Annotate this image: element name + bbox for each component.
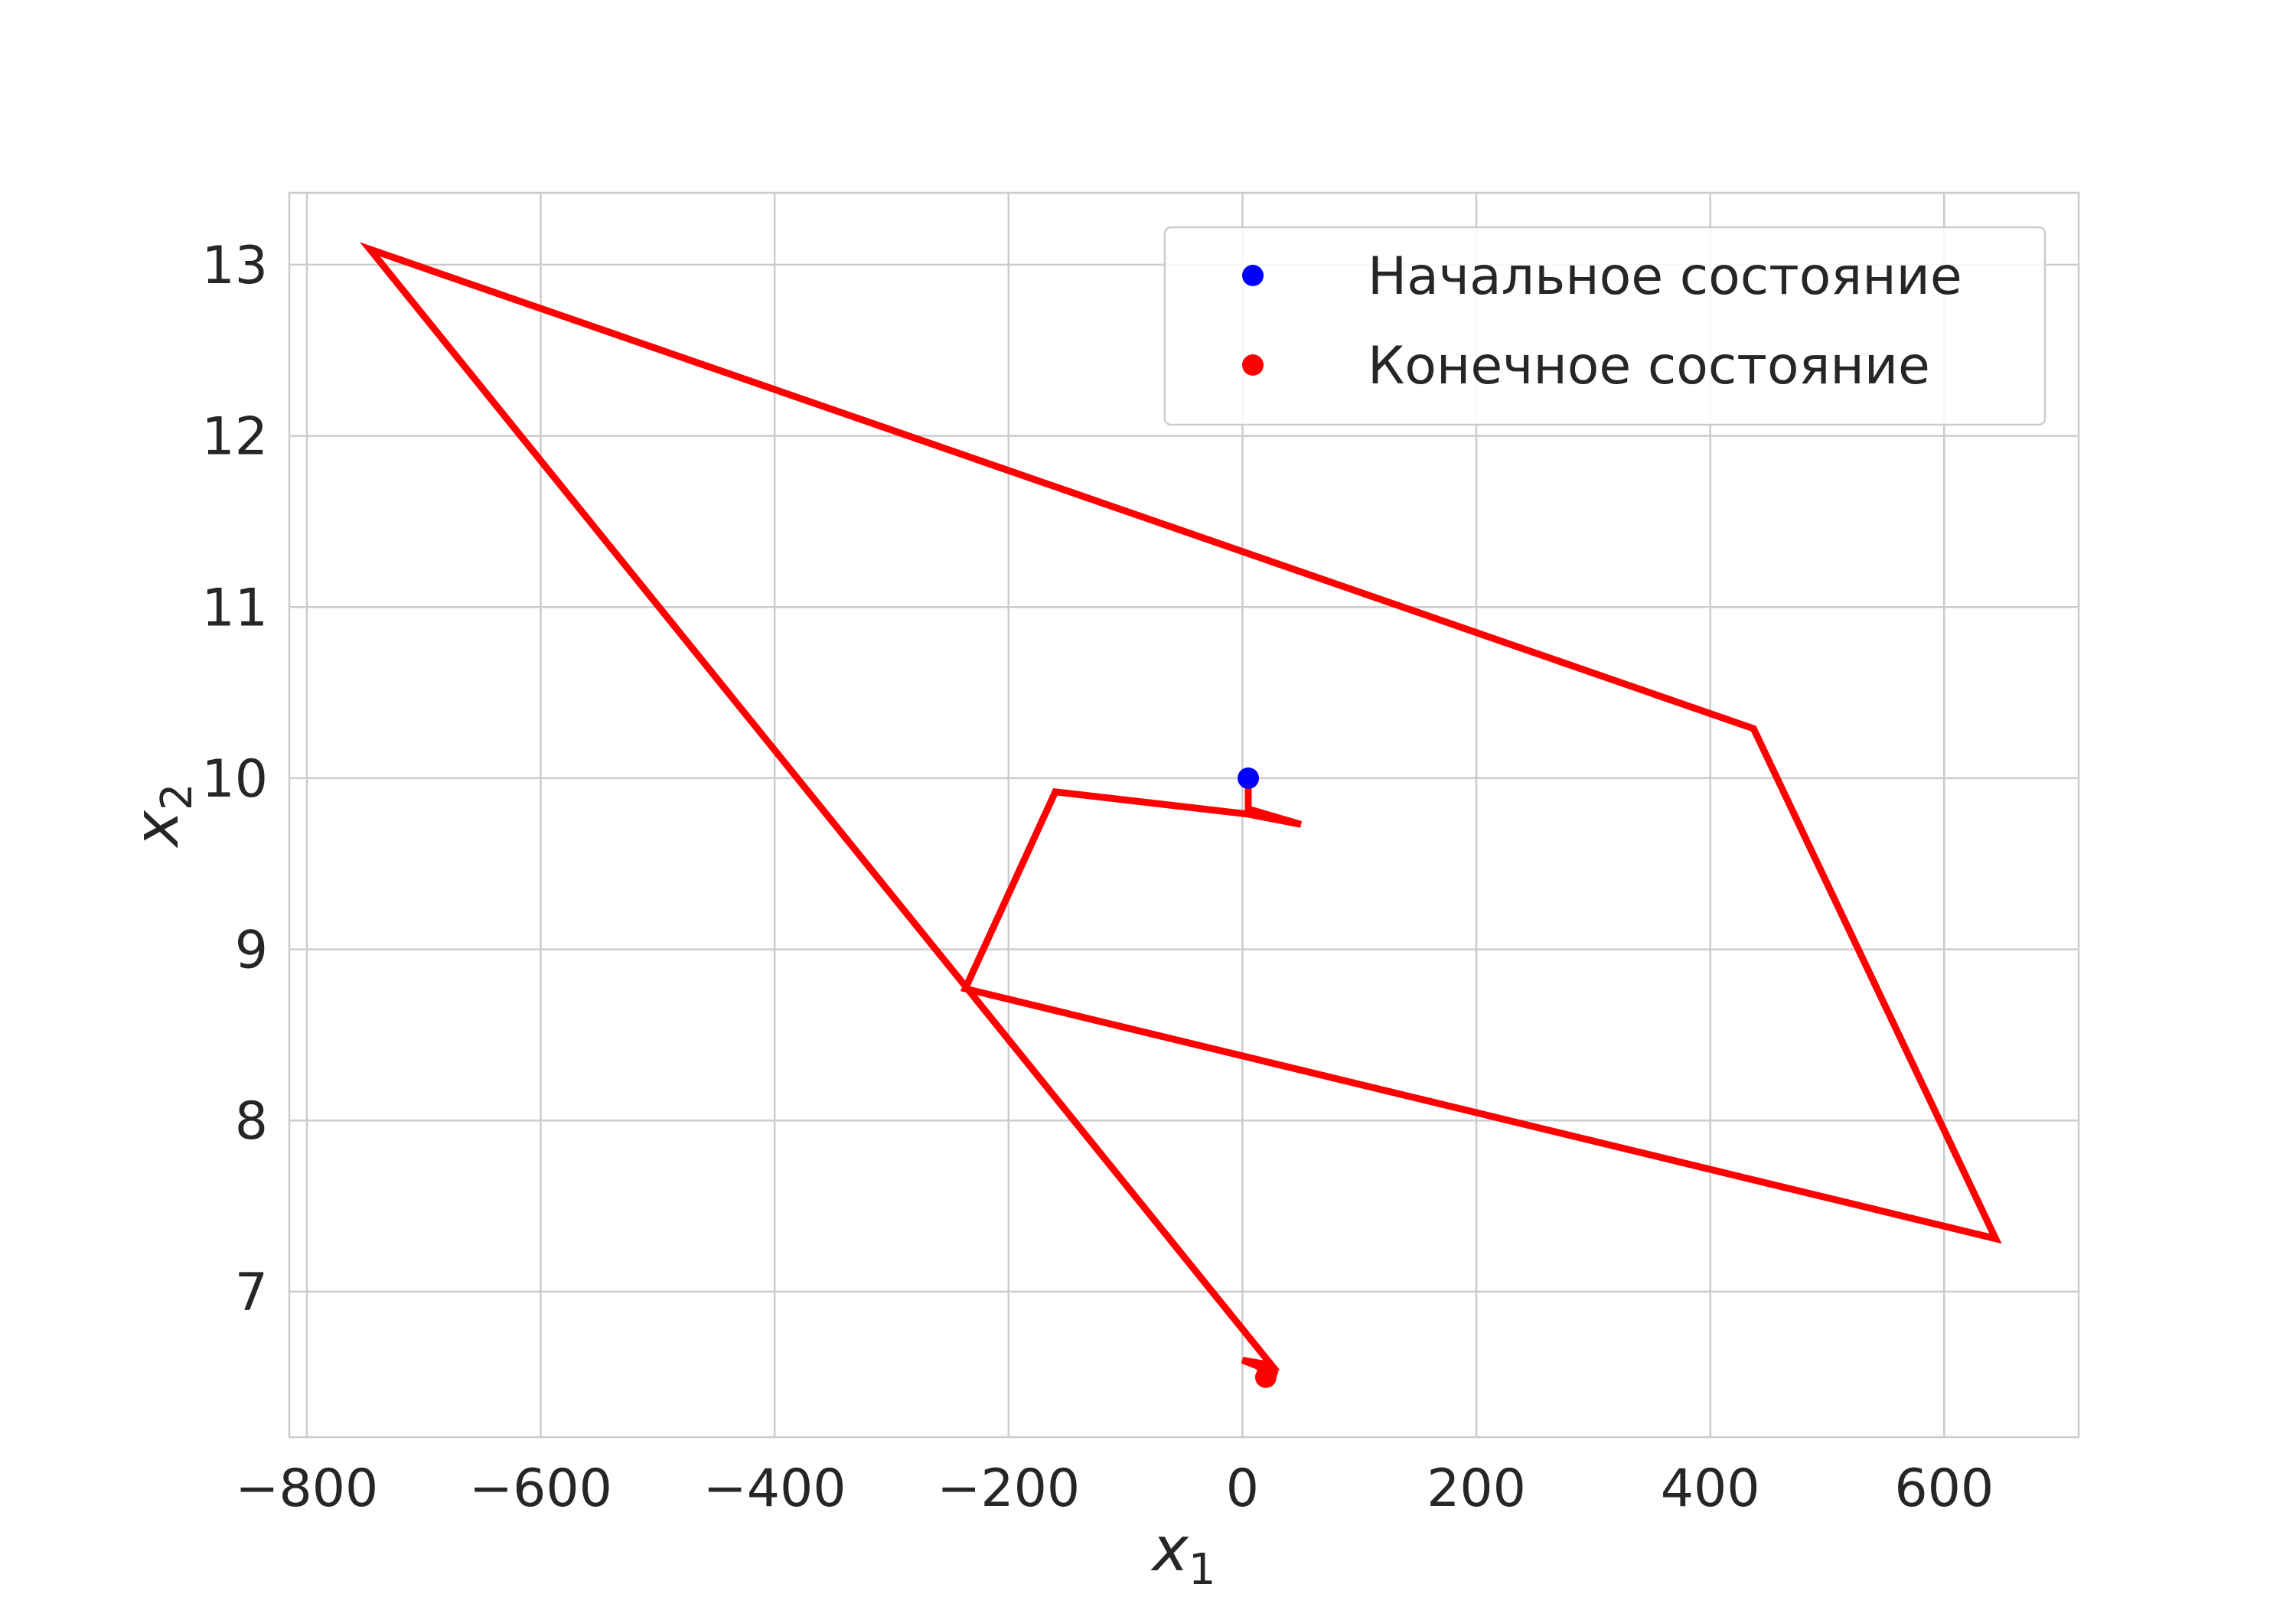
markers <box>1238 767 1277 1388</box>
x-tick-label: −600 <box>469 1459 612 1519</box>
y-tick-label: 13 <box>201 236 268 296</box>
x-axis-label-sub: 1 <box>1189 1545 1216 1595</box>
y-tick-label: 9 <box>235 921 268 981</box>
x-axis-label-main: x <box>1150 1514 1190 1585</box>
legend: Начальное состояние Конечное состояние <box>1163 226 2047 426</box>
x-ticks: −800 −600 −400 −200 0 200 400 600 <box>236 1459 1994 1519</box>
y-tick-label: 7 <box>235 1263 268 1323</box>
legend-end-marker <box>1242 354 1264 376</box>
start-point-marker <box>1238 767 1260 789</box>
legend-end-label: Конечное состояние <box>1368 336 1930 396</box>
x-tick-label: 200 <box>1427 1459 1526 1519</box>
x-tick-label: 600 <box>1894 1459 1994 1519</box>
legend-start-label: Начальное состояние <box>1368 246 1962 307</box>
legend-box <box>1163 226 2047 426</box>
y-axis-label-main: x <box>121 809 192 849</box>
x-tick-label: 400 <box>1661 1459 1760 1519</box>
x-tick-label: −400 <box>703 1459 846 1519</box>
y-tick-label: 10 <box>201 749 268 810</box>
plot-frame <box>288 191 2080 1439</box>
x-axis-label: x1 <box>1150 1514 1216 1595</box>
x-tick-label: −800 <box>236 1459 379 1519</box>
x-tick-label: −200 <box>937 1459 1080 1519</box>
y-tick-label: 11 <box>201 578 268 638</box>
x-tick-label: 0 <box>1226 1459 1259 1519</box>
y-axis-label: x2 <box>121 784 202 849</box>
end-point-marker <box>1254 1366 1277 1388</box>
y-axis-label-sub: 2 <box>152 784 202 811</box>
y-ticks: 7 8 9 10 11 12 13 <box>201 236 268 1323</box>
y-tick-label: 12 <box>201 407 268 468</box>
y-tick-label: 8 <box>235 1091 268 1152</box>
legend-start-marker <box>1242 265 1264 286</box>
